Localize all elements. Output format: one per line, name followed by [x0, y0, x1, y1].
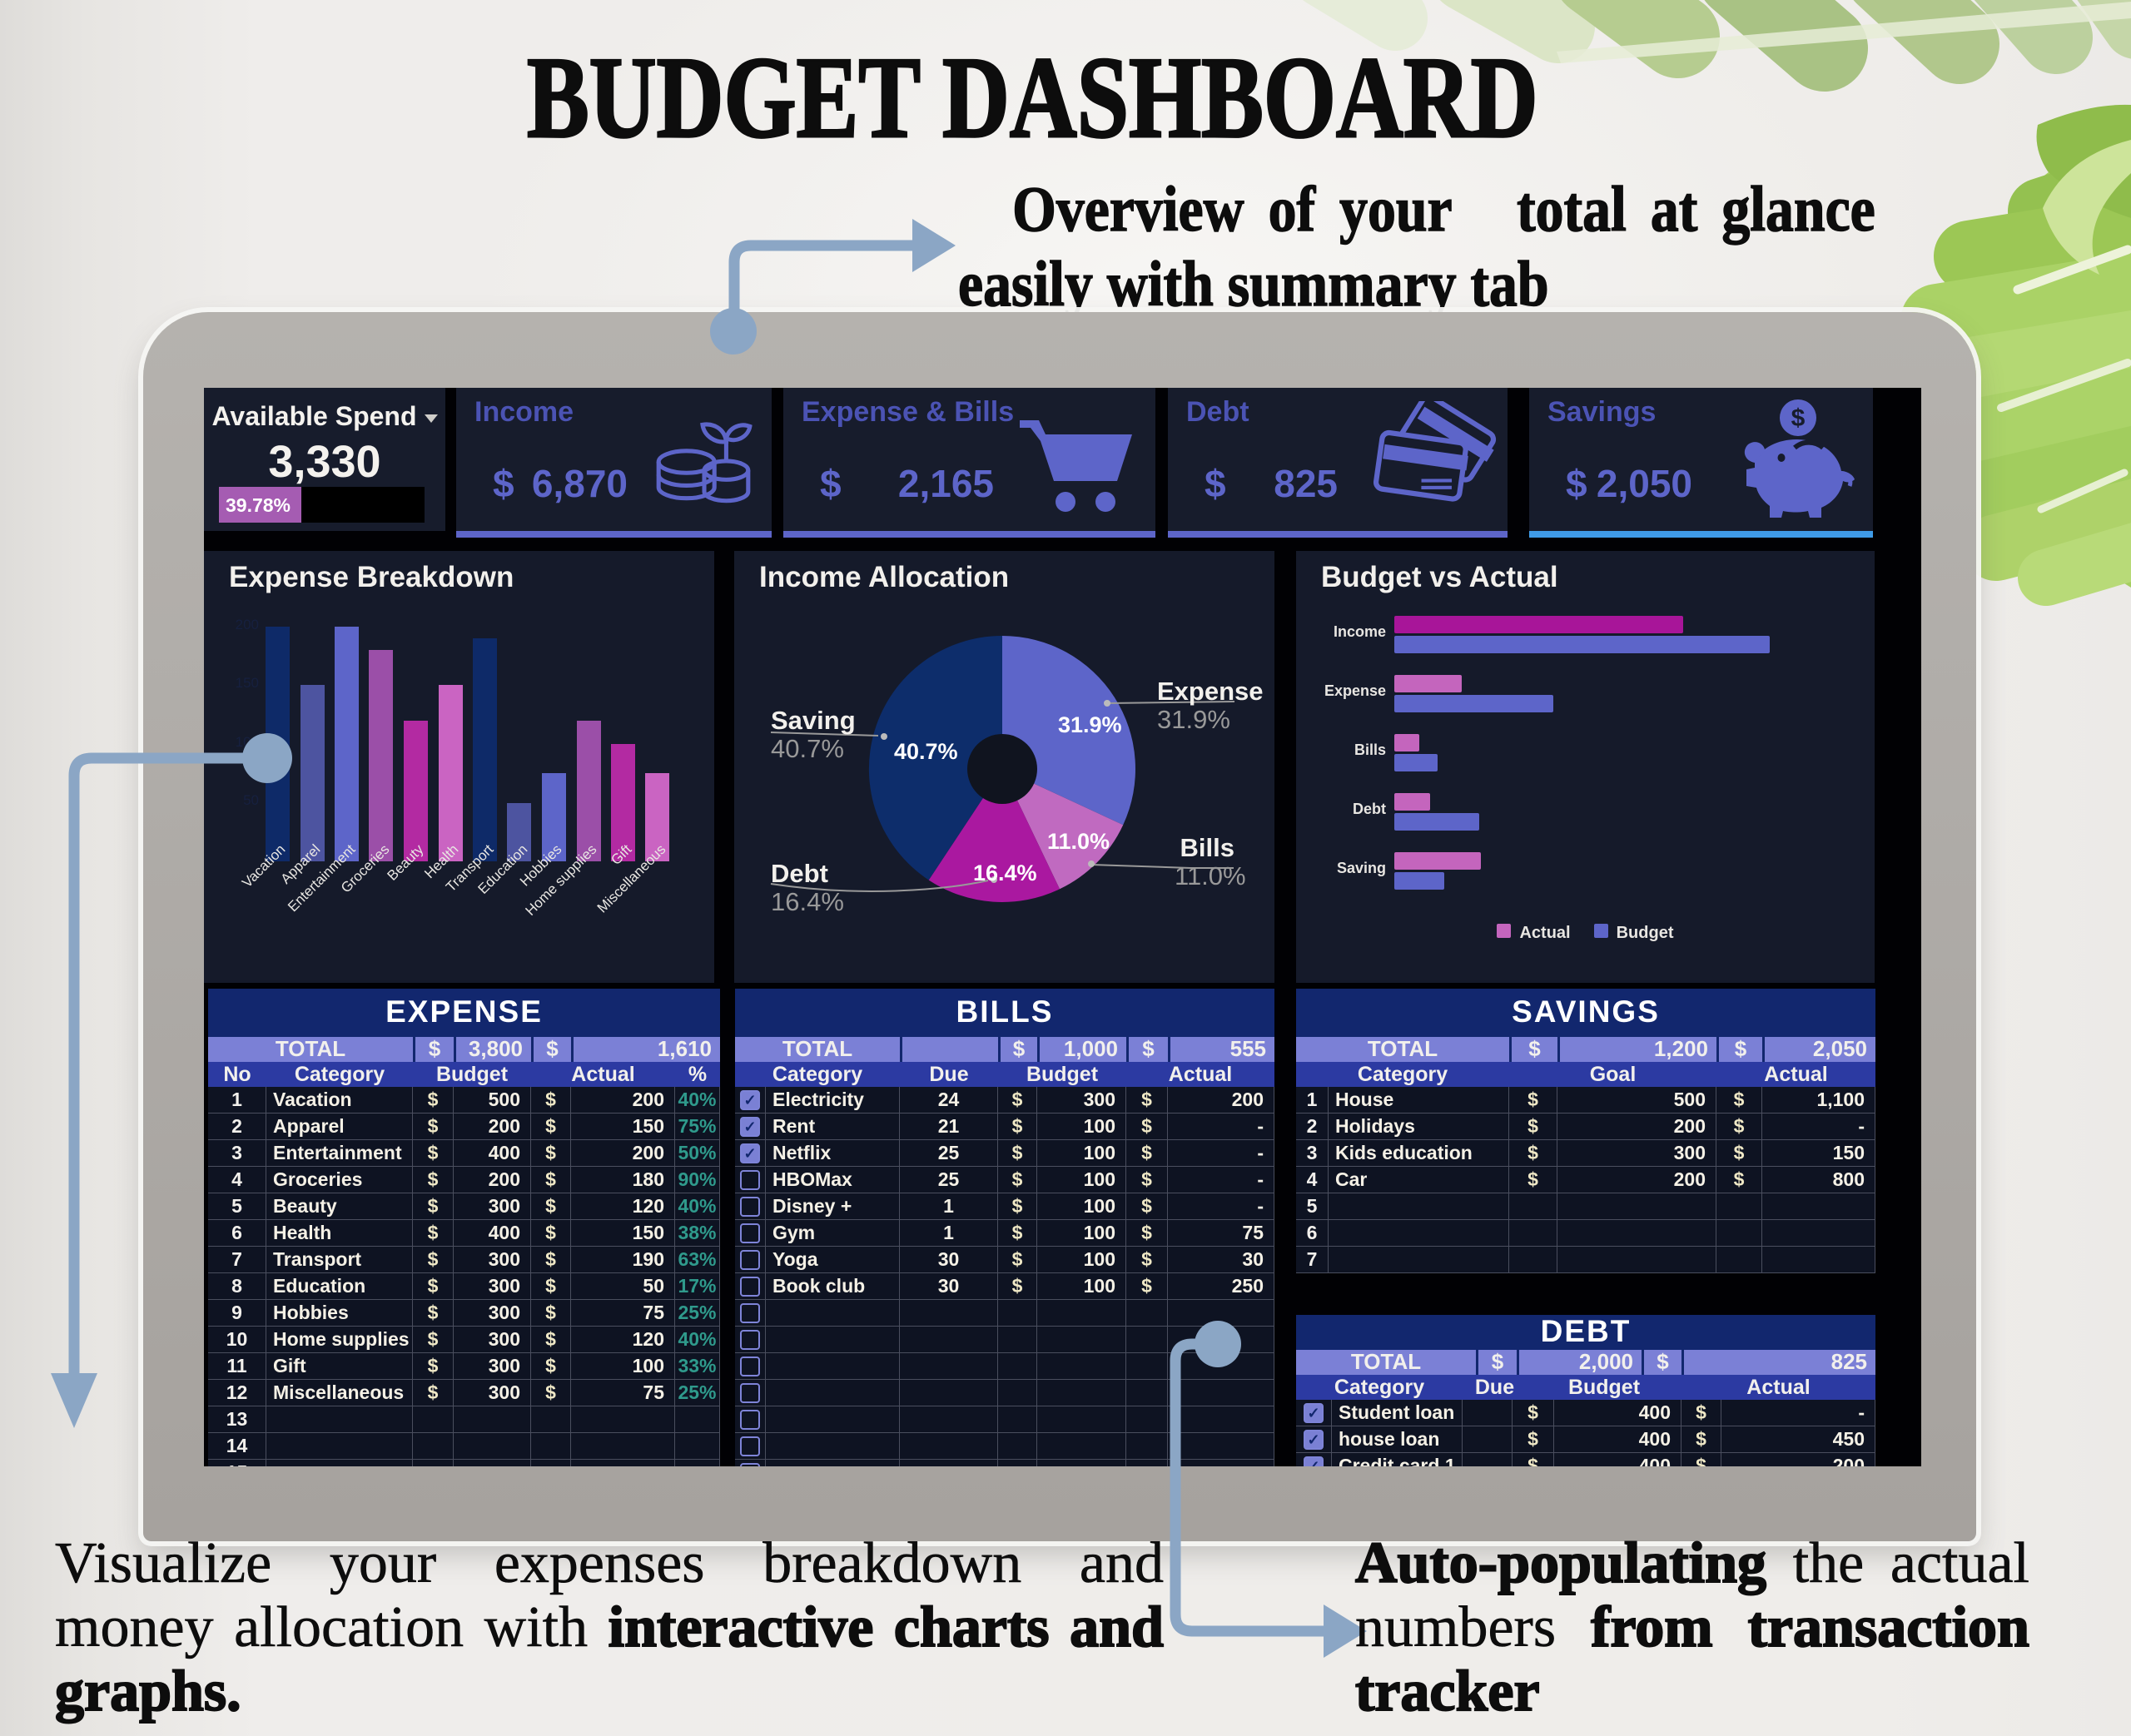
svg-text:$: $	[1791, 404, 1806, 432]
